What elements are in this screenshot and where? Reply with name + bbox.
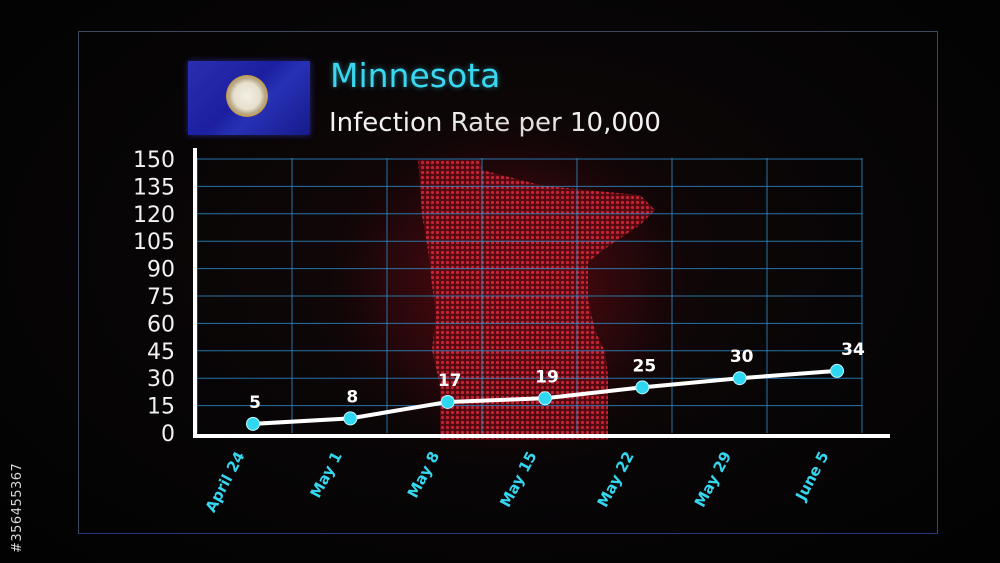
x-tick-label: April 24	[202, 448, 249, 515]
data-point	[440, 394, 455, 409]
series-points	[246, 363, 844, 431]
x-tick-label: May 1	[306, 448, 345, 501]
y-tick-label: 45	[147, 340, 175, 365]
chart-frame	[78, 31, 938, 534]
data-label: 19	[535, 367, 559, 387]
y-tick-label: 60	[147, 312, 175, 337]
data-label: 5	[249, 393, 261, 413]
chart-grid	[196, 158, 863, 433]
x-tick-label: June 5	[791, 448, 832, 504]
x-tick-label: May 29	[691, 448, 735, 510]
data-point	[343, 411, 358, 426]
y-tick-label: 105	[133, 230, 175, 255]
data-label: 34	[841, 340, 865, 360]
y-tick-label: 15	[147, 395, 175, 420]
data-point	[830, 363, 844, 378]
y-tick-label: 135	[133, 175, 175, 200]
data-point	[538, 391, 552, 406]
data-point	[246, 416, 260, 431]
y-tick-label: 90	[147, 258, 175, 283]
y-tick-label: 150	[133, 148, 175, 173]
y-tick-label: 30	[147, 367, 175, 392]
minnesota-flag-icon	[188, 61, 310, 135]
chart-title: Minnesota	[330, 56, 501, 95]
data-point	[635, 380, 650, 395]
data-label: 8	[346, 387, 358, 407]
state-map-background	[300, 100, 720, 480]
data-labels: 5 8 17 19 25 30 34	[249, 340, 865, 413]
chart-axes	[193, 148, 890, 438]
data-label: 17	[438, 371, 462, 391]
y-tick-label: 75	[147, 285, 175, 310]
data-label: 25	[632, 356, 656, 376]
data-label: 30	[730, 347, 754, 367]
y-tick-label: 120	[133, 203, 175, 228]
state-seal-icon	[226, 75, 268, 117]
data-point	[732, 371, 747, 386]
y-tick-label: 0	[161, 422, 175, 447]
